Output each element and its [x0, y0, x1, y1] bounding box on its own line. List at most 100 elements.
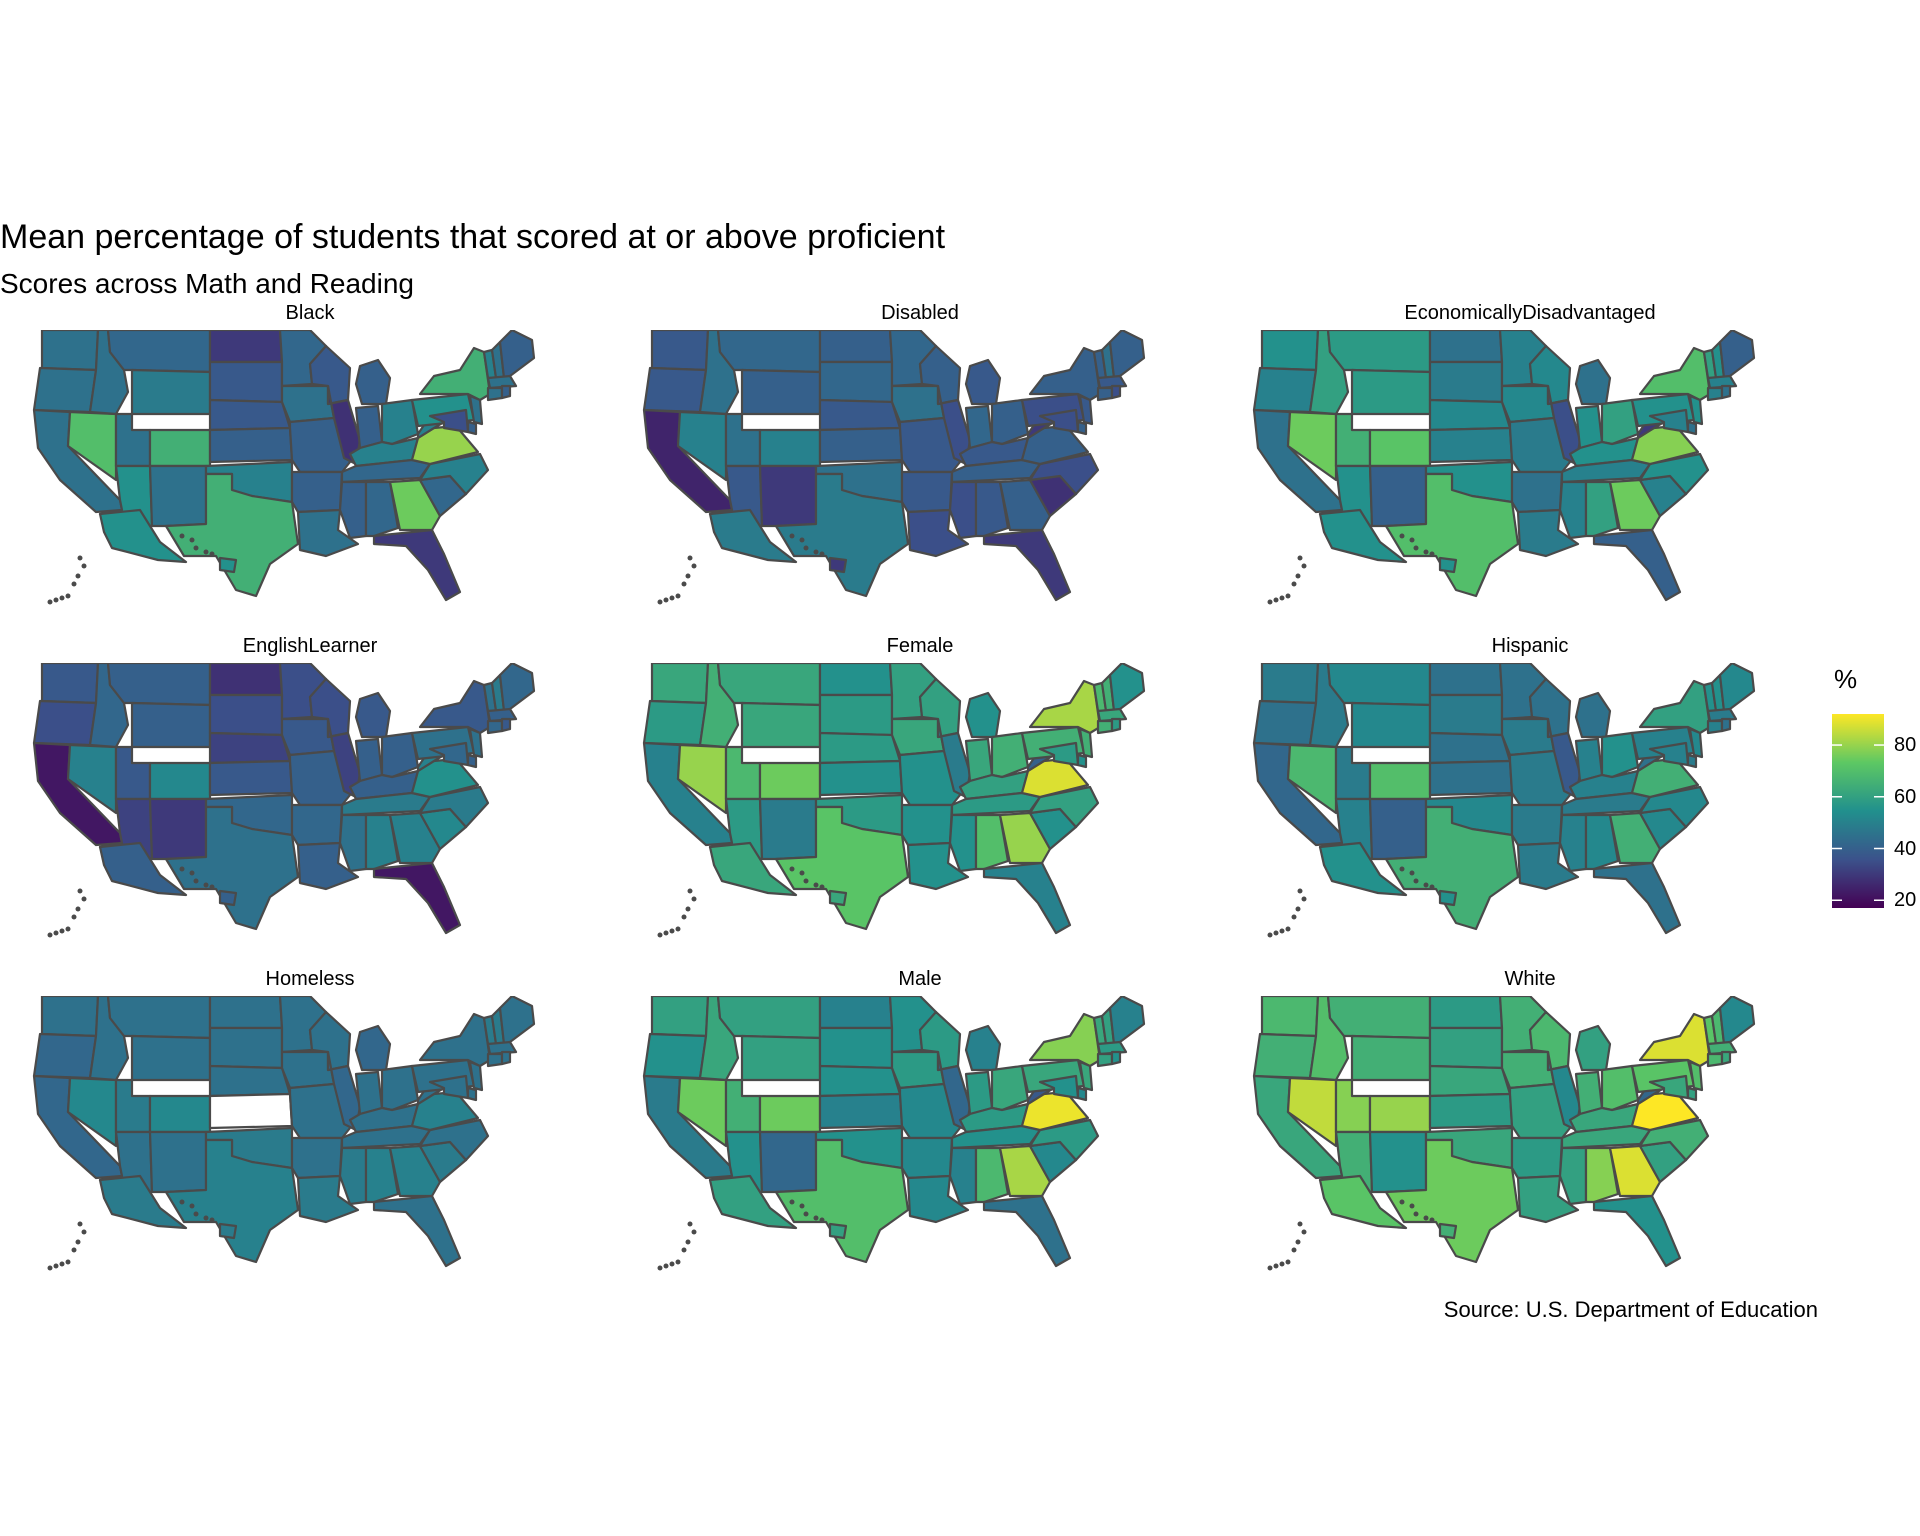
state-nj	[1078, 1060, 1094, 1092]
state-ut	[114, 745, 152, 801]
state-ri	[500, 384, 512, 400]
state-ks	[818, 1092, 904, 1130]
us-map-female	[642, 663, 1146, 938]
state-wa	[650, 330, 710, 372]
island-mark	[53, 597, 59, 603]
state-nc	[418, 1118, 490, 1162]
facet-label: EnglishLearner	[242, 635, 378, 657]
legend-tick-label: 20	[1894, 889, 1917, 912]
state-me	[1718, 330, 1756, 380]
state-ak	[1318, 508, 1408, 564]
state-wy	[130, 701, 212, 749]
state-de	[1076, 420, 1088, 436]
state-ms	[948, 480, 978, 540]
state-de	[466, 420, 478, 436]
state-ia	[1500, 717, 1556, 757]
island-mark	[1285, 593, 1291, 599]
state-mt	[106, 663, 212, 707]
island-mark	[803, 545, 809, 551]
state-ct	[486, 1052, 504, 1068]
state-ms	[1558, 480, 1588, 540]
state-in	[964, 1070, 994, 1116]
state-ny	[1638, 346, 1712, 402]
state-fl	[1592, 528, 1682, 602]
state-me	[1108, 996, 1146, 1046]
state-il	[1546, 1050, 1582, 1132]
island-mark	[803, 878, 809, 884]
state-il	[936, 717, 972, 799]
facet-label: Black	[285, 302, 335, 324]
island-mark	[1291, 914, 1297, 920]
state-ar	[900, 803, 954, 847]
state-mi	[964, 1024, 1002, 1072]
state-or	[32, 1032, 98, 1080]
state-ut	[114, 1078, 152, 1134]
state-or	[642, 699, 708, 747]
state-de	[1686, 1086, 1698, 1102]
island-mark	[691, 1229, 697, 1235]
island-mark	[203, 1215, 209, 1221]
island-mark	[1285, 1259, 1291, 1265]
island-mark	[59, 595, 65, 601]
island-mark	[789, 1199, 795, 1205]
facet-label: EconomicallyDisadvantaged	[1404, 302, 1656, 324]
island-mark	[669, 595, 675, 601]
state-nm	[148, 1130, 208, 1194]
island-mark	[71, 1247, 77, 1253]
island-mark	[789, 533, 795, 539]
facet-female: Female	[630, 633, 1210, 938]
state-in	[964, 404, 994, 450]
state-fl	[372, 861, 462, 935]
state-mt	[106, 330, 212, 374]
state-in	[354, 1070, 384, 1116]
state-tx	[774, 472, 910, 598]
state-md	[428, 1074, 470, 1100]
state-tx	[774, 1138, 910, 1264]
island-mark	[657, 599, 663, 605]
island-mark	[663, 930, 669, 936]
state-hi	[218, 556, 238, 574]
state-al	[364, 813, 400, 871]
island-mark	[77, 1221, 83, 1227]
state-fl	[372, 528, 462, 602]
island-mark	[669, 928, 675, 934]
state-mt	[716, 663, 822, 707]
state-me	[498, 663, 536, 713]
island-mark	[47, 1265, 53, 1271]
state-wa	[1260, 330, 1320, 372]
state-oh	[990, 398, 1030, 446]
facet-englishlearner: EnglishLearner	[20, 633, 600, 938]
state-wa	[650, 663, 710, 705]
island-mark	[657, 932, 663, 938]
island-mark	[81, 1229, 87, 1235]
state-mt	[1326, 330, 1432, 374]
island-mark	[59, 1261, 65, 1267]
state-ak	[1318, 1174, 1408, 1230]
island-mark	[1273, 1263, 1279, 1269]
state-ri	[1110, 384, 1122, 400]
state-hi	[218, 1222, 238, 1240]
state-ct	[1706, 386, 1724, 402]
island-mark	[1301, 563, 1307, 569]
state-ny	[1638, 679, 1712, 735]
island-mark	[1295, 573, 1301, 579]
state-ne	[1428, 398, 1512, 432]
us-map-englishlearner	[32, 663, 536, 938]
state-md	[1038, 408, 1080, 434]
state-ut	[1334, 745, 1372, 801]
state-ar	[900, 470, 954, 514]
island-mark	[1399, 866, 1405, 872]
state-mt	[1326, 996, 1432, 1040]
island-mark	[813, 1215, 819, 1221]
island-mark	[75, 573, 81, 579]
state-nc	[1638, 1118, 1710, 1162]
state-nd	[818, 330, 894, 364]
island-mark	[53, 930, 59, 936]
state-mi	[964, 691, 1002, 739]
island-mark	[1279, 595, 1285, 601]
state-nd	[1428, 330, 1504, 364]
state-md	[428, 741, 470, 767]
state-ct	[486, 386, 504, 402]
state-oh	[380, 1064, 420, 1112]
state-al	[974, 813, 1010, 871]
